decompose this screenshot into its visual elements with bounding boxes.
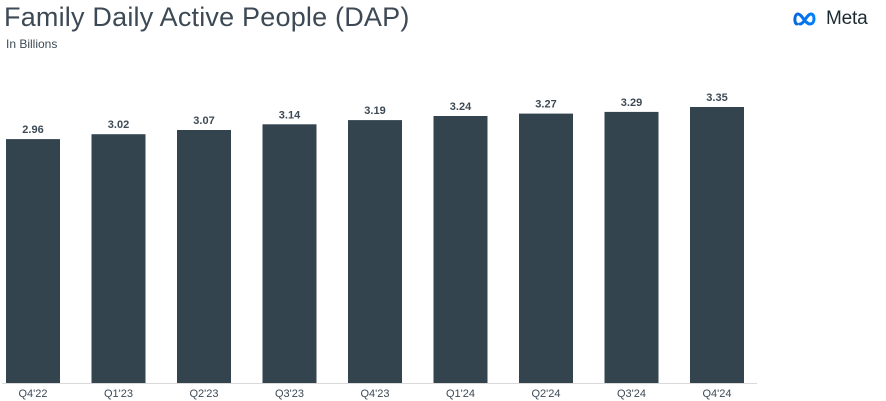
data-label: 3.27 [535, 99, 556, 111]
bar-Q4'23 [348, 120, 402, 383]
data-label: 3.24 [450, 101, 472, 113]
bar-Q1'23 [91, 134, 146, 383]
x-tick-label: Q1'24 [446, 388, 475, 400]
x-tick-label: Q3'24 [617, 388, 646, 400]
meta-logo: Meta [793, 8, 868, 30]
bar-Q1'24 [433, 116, 488, 383]
bar-Q3'23 [262, 124, 317, 384]
data-label: 3.02 [108, 119, 129, 131]
x-tick-label: Q3'23 [275, 388, 304, 400]
data-label: 3.35 [706, 92, 727, 104]
meta-infinity-icon [793, 12, 816, 26]
x-tick-label: Q2'23 [189, 388, 218, 400]
x-tick-label: Q4'23 [360, 388, 389, 400]
data-label: 3.14 [279, 109, 301, 121]
chart-subtitle: In Billions [6, 37, 58, 51]
data-label: 3.19 [364, 105, 385, 117]
bar-Q2'23 [177, 130, 231, 383]
chart-title: Family Daily Active People (DAP) [4, 2, 410, 32]
bars-layer [6, 107, 744, 384]
x-tick-label: Q4'22 [18, 388, 47, 400]
labels-layer: 2.96 3.02 3.07 3.14 3.19 3.24 3.27 3.29 3.35 [22, 92, 727, 136]
x-tick-label: Q4'24 [702, 388, 731, 400]
meta-logo-text: Meta [826, 8, 868, 29]
data-label: 3.29 [621, 97, 642, 109]
x-tick-label: Q1'23 [104, 388, 133, 400]
bar-Q3'24 [604, 111, 659, 384]
bar-Q4'22 [6, 139, 60, 383]
x-tick-label: Q2'24 [531, 388, 560, 400]
data-label: 2.96 [22, 124, 43, 136]
x-tick-labels: Q4'22 Q1'23 Q2'23 Q3'23 Q4'23 Q1'24 Q2'24 Q3'24… [18, 388, 731, 400]
bar-Q2'24 [519, 113, 573, 383]
bar-Q4'24 [690, 107, 744, 383]
data-label: 3.07 [193, 115, 214, 127]
